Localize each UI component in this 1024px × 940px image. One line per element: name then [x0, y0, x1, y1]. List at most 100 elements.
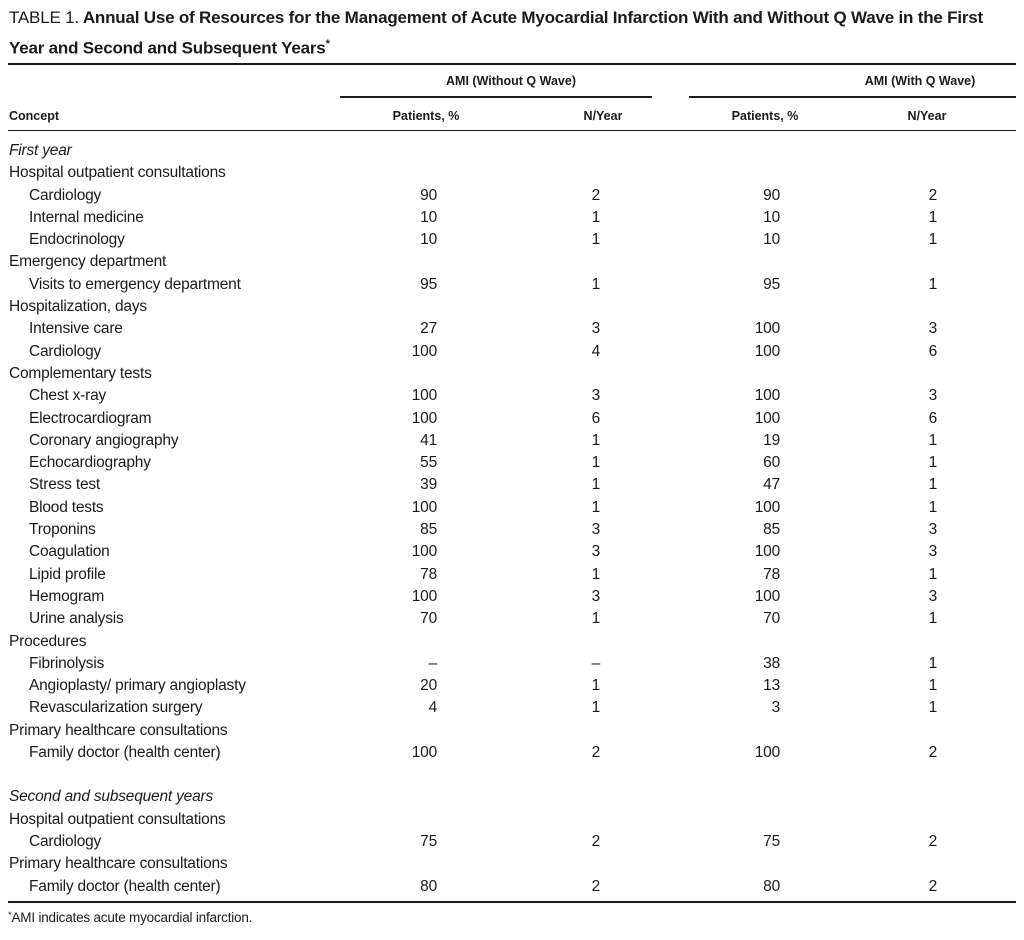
table-row: Family doctor (health center) 100 2 100 2 [0, 742, 1024, 764]
value-cell: 1 [928, 699, 938, 717]
row-label: Urine analysis [29, 610, 124, 628]
table-title: TABLE 1. Annual Use of Resources for the… [9, 5, 1015, 62]
value-cell [437, 296, 600, 318]
value-cell: 1 [591, 565, 601, 583]
value-cell: 39 [420, 476, 437, 494]
value-cell: 55 [420, 454, 437, 472]
value-cell [345, 162, 437, 184]
value-cell: 100 [411, 543, 437, 561]
value-cell: 100 [411, 342, 437, 360]
value-cell: 60 [763, 454, 780, 472]
value-cell [437, 786, 600, 808]
row-label: Second and subsequent years [9, 788, 214, 806]
value-cell [345, 251, 437, 273]
value-cell: 2 [591, 186, 601, 204]
value-cell: 1 [591, 431, 601, 449]
value-cell: 6 [928, 342, 938, 360]
value-cell: 2 [591, 877, 601, 895]
value-cell: 47 [763, 476, 780, 494]
value-cell: 10 [763, 208, 780, 226]
value-cell: 13 [763, 677, 780, 695]
value-cell: 1 [591, 454, 601, 472]
value-cell [437, 853, 600, 875]
table-row: Coagulation 100 3 100 3 [0, 541, 1024, 563]
value-cell: – [428, 654, 438, 672]
value-cell: 3 [591, 543, 601, 561]
value-cell: 4 [428, 699, 438, 717]
value-cell: 3 [928, 521, 938, 539]
row-label: Chest x-ray [29, 387, 107, 405]
table-row: Hospital outpatient consultations [0, 809, 1024, 831]
value-cell: 100 [754, 587, 780, 605]
value-cell: 100 [754, 320, 780, 338]
row-label: Echocardiography [29, 454, 151, 472]
value-cell [780, 251, 937, 273]
table-row: Angioplasty/ primary angioplasty 20 1 13 1 [0, 675, 1024, 697]
value-cell: 80 [763, 877, 780, 895]
value-cell [780, 363, 937, 385]
top-rule [8, 63, 1016, 66]
table-header: AMI (Without Q Wave) AMI (With Q Wave) C… [0, 0, 1024, 132]
row-label: Visits to emergency department [29, 275, 241, 293]
value-cell: 1 [928, 476, 938, 494]
table-row: Cardiology 100 4 100 6 [0, 341, 1024, 363]
footnote-marker: * [325, 38, 330, 50]
row-label: Family doctor (health center) [29, 877, 221, 895]
row-label: Revascularization surgery [29, 699, 203, 717]
value-cell: 27 [420, 320, 437, 338]
value-cell [345, 786, 437, 808]
value-cell: 1 [928, 454, 938, 472]
value-cell: 4 [591, 342, 601, 360]
group-underline-without [340, 96, 652, 98]
table-row: Second and subsequent years [0, 786, 1024, 808]
column-header-n-per-year-without: N/Year [583, 109, 623, 123]
row-label: Coronary angiography [29, 431, 179, 449]
table-row: Revascularization surgery 4 1 3 1 [0, 697, 1024, 719]
value-cell: 10 [763, 231, 780, 249]
value-cell [780, 296, 937, 318]
value-cell: 85 [763, 521, 780, 539]
value-cell: 90 [763, 186, 780, 204]
value-cell [437, 140, 600, 162]
value-cell: 20 [420, 677, 437, 695]
value-cell: 100 [411, 744, 437, 762]
value-cell: 100 [754, 498, 780, 516]
value-cell: 70 [763, 610, 780, 628]
value-cell: 1 [591, 677, 601, 695]
value-cell: 85 [420, 521, 437, 539]
value-cell: 100 [411, 409, 437, 427]
value-cell: 1 [928, 565, 938, 583]
table-row: Blood tests 100 1 100 1 [0, 497, 1024, 519]
value-cell: 100 [754, 409, 780, 427]
row-label: Lipid profile [29, 565, 106, 583]
row-label: Coagulation [29, 543, 110, 561]
value-cell: 70 [420, 610, 437, 628]
value-cell [345, 631, 437, 653]
table-row: Primary healthcare consultations [0, 720, 1024, 742]
value-cell [600, 251, 780, 273]
value-cell: 100 [754, 342, 780, 360]
column-header-n-per-year-with: N/Year [907, 109, 947, 123]
row-label: Hemogram [29, 587, 105, 605]
table-body: First year Hospital outpatient consultati… [0, 140, 1024, 898]
table-row: Lipid profile 78 1 78 1 [0, 564, 1024, 586]
row-label: Cardiology [29, 186, 102, 204]
table-row: Coronary angiography 41 1 19 1 [0, 430, 1024, 452]
table-row: Urine analysis 70 1 70 1 [0, 608, 1024, 630]
value-cell: 2 [928, 877, 938, 895]
value-cell [780, 631, 937, 653]
bottom-rule [8, 901, 1016, 904]
row-label: Hospitalization, days [9, 298, 147, 316]
value-cell [780, 720, 937, 742]
column-header-concept: Concept [9, 109, 59, 123]
value-cell: 3 [771, 699, 781, 717]
value-cell: 100 [411, 387, 437, 405]
value-cell: 1 [928, 654, 938, 672]
value-cell [600, 162, 780, 184]
footnote-text: AMI indicates acute myocardial infarctio… [11, 910, 253, 925]
value-cell: 1 [928, 275, 938, 293]
table-row: Family doctor (health center) 80 2 80 2 [0, 876, 1024, 898]
value-cell [437, 363, 600, 385]
value-cell [437, 631, 600, 653]
table-row: Hospital outpatient consultations [0, 162, 1024, 184]
